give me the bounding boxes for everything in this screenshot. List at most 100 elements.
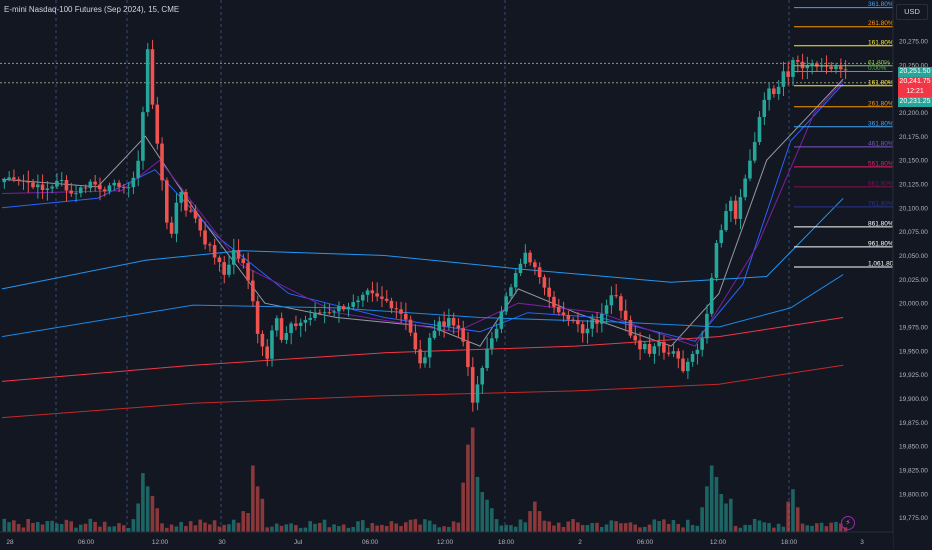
volume-bar [442, 526, 446, 532]
candle-body [547, 287, 551, 297]
volume-bar [542, 520, 547, 532]
volume-bar [824, 526, 829, 532]
volume-bar [265, 527, 269, 532]
candle-body [786, 71, 790, 77]
candle-body [767, 88, 771, 100]
volume-bar [370, 523, 375, 532]
candle-body [298, 322, 303, 326]
price-tick-label: 20,275.00 [899, 38, 928, 45]
candle-body [561, 312, 566, 315]
candle-body [442, 321, 446, 327]
candle-body [141, 112, 145, 161]
volume-bar [418, 524, 422, 532]
volume-bar [705, 486, 709, 532]
candle-body [614, 295, 618, 297]
volume-bar [681, 527, 685, 532]
fib-level-label: 361.80% [868, 120, 894, 127]
candle-body [657, 341, 661, 347]
volume-bar [356, 521, 360, 532]
candle-body [198, 218, 203, 231]
volume-bar [217, 526, 222, 532]
volume-bar [303, 527, 308, 532]
volume-bar [184, 525, 188, 532]
volume-bar [107, 526, 112, 532]
volume-bar [451, 521, 456, 532]
volume-bar [270, 526, 274, 532]
volume-bar [260, 498, 265, 532]
volume-bar [709, 465, 714, 532]
price-tick-label: 20,100.00 [899, 205, 928, 212]
volume-bar [671, 519, 676, 532]
volume-bar [528, 511, 532, 532]
candle-body [179, 191, 183, 203]
volume-bar [838, 523, 843, 532]
candle-body [638, 340, 642, 350]
volume-bar [719, 494, 724, 532]
volume-bar [12, 520, 16, 532]
candle-body [595, 319, 599, 324]
volume-bar [776, 523, 781, 532]
volume-bar [55, 523, 59, 532]
candle-body [681, 358, 685, 372]
candle-body [552, 296, 556, 307]
volume-bar [117, 523, 121, 532]
candle-body [332, 311, 336, 313]
moving-average-line [1, 197, 844, 290]
candle-body [26, 181, 30, 183]
volume-bar [423, 519, 427, 532]
candle-body [671, 351, 676, 354]
candle-body [174, 202, 179, 234]
candle-body [609, 295, 614, 306]
volume-bar [700, 507, 704, 532]
volume-bar [475, 476, 480, 532]
candle-body [733, 200, 738, 219]
volume-bar [408, 519, 413, 532]
candle-body [451, 317, 456, 326]
flash-icon[interactable]: ⚡ [841, 516, 855, 530]
time-tick-label: 2 [578, 539, 582, 546]
volume-bar [64, 519, 69, 532]
volume-bar [198, 519, 203, 532]
fib-level-label: 761.80% [868, 200, 894, 207]
volume-bar [533, 501, 537, 532]
volume-bar [169, 524, 174, 532]
volume-bar [666, 523, 671, 532]
volume-bar [284, 524, 289, 532]
volume-bar [480, 492, 485, 532]
candle-body [499, 311, 504, 329]
price-tick-label: 20,200.00 [899, 110, 928, 117]
volume-bar [174, 526, 179, 532]
candle-body [380, 296, 384, 299]
candle-body [518, 263, 523, 274]
volume-bar [609, 520, 614, 532]
volume-bar [31, 522, 35, 532]
candle-body [533, 262, 537, 268]
currency-button[interactable]: USD [896, 4, 928, 20]
candle-body [470, 367, 475, 403]
volume-bar [332, 524, 336, 532]
candle-body [83, 187, 88, 189]
price-tick-label: 20,150.00 [899, 158, 928, 165]
candle-body [74, 193, 78, 195]
candle-body [485, 348, 489, 369]
candle-body [709, 277, 714, 314]
candle-body [418, 349, 422, 364]
volume-bar [461, 482, 465, 532]
candle-body [93, 181, 97, 185]
fib-level-label: 161.80% [868, 39, 894, 46]
candle-body [633, 335, 637, 341]
price-tick-label: 20,000.00 [899, 301, 928, 308]
volume-bar [619, 523, 623, 532]
candle-body [757, 116, 762, 143]
volume-bar [810, 525, 814, 532]
fib-level-label: 661.80% [868, 180, 894, 187]
candle-body [31, 182, 35, 188]
candle-body [337, 306, 341, 312]
volume-bar [155, 508, 160, 532]
volume-bar [633, 524, 637, 532]
volume-bar [490, 508, 494, 532]
candle-body [160, 143, 164, 181]
candle-body [403, 313, 408, 320]
